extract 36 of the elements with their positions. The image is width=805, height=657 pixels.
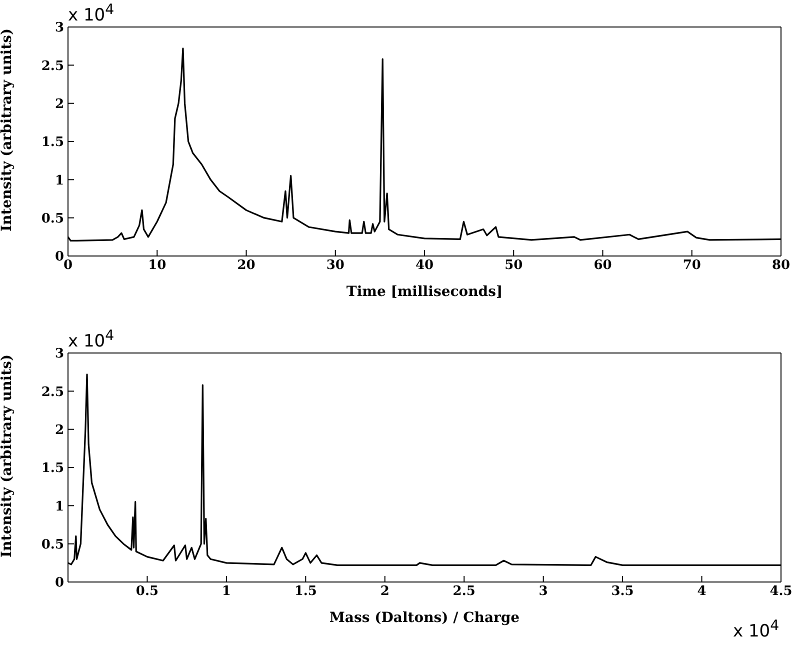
x-tick-label: 2 <box>380 584 390 600</box>
y-axis-title: Intensity (arbitrary units) <box>0 28 15 232</box>
x-tick-label: 70 <box>682 258 701 274</box>
x-tick-label: 4 <box>697 584 706 600</box>
x-tick-label: 20 <box>237 258 256 274</box>
x-tick-label: 0.5 <box>136 584 159 600</box>
y-tick-label: 1.5 <box>41 135 64 150</box>
y-tick-label: 0.5 <box>41 211 64 226</box>
y-tick-label: 1.5 <box>41 461 64 476</box>
y-tick-label: 1 <box>54 499 64 514</box>
y-tick-label: 2.5 <box>41 384 64 400</box>
x-tick-label: 3 <box>538 584 548 600</box>
x-tick-label: 1 <box>222 584 231 600</box>
x-axis-title: Mass (Daltons) / Charge <box>329 610 520 626</box>
x-tick-label: 2.5 <box>452 584 476 600</box>
x-tick-label: 60 <box>594 258 612 274</box>
y-tick-label: 2.5 <box>41 58 64 74</box>
x-tick-label: 30 <box>326 258 344 274</box>
y-tick-label: 0.5 <box>41 537 64 552</box>
y-axis-title: Intensity (arbitrary units) <box>0 354 15 558</box>
x-axis-title: Time [milliseconds] <box>346 284 503 300</box>
x-tick-label: 40 <box>415 258 434 274</box>
text: x 10$^{4}$ <box>733 618 780 642</box>
text: x 10$^{4}$ <box>68 328 114 352</box>
x-tick-label: 1.5 <box>294 584 317 600</box>
x-tick-label: 4.5 <box>770 584 792 600</box>
y-tick-label: 2 <box>54 422 64 438</box>
y-tick-label: 3 <box>54 20 64 36</box>
x-tick-label: 80 <box>772 258 790 274</box>
y-tick-label: 3 <box>54 346 64 362</box>
x-tick-label: 10 <box>148 258 166 274</box>
x-tick-label: 50 <box>504 258 523 274</box>
y-tick-label: 2 <box>54 96 64 112</box>
x-tick-label: 3.5 <box>611 584 634 600</box>
y-tick-label: 1 <box>54 173 64 188</box>
text: x 10$^{4}$ <box>68 2 114 26</box>
